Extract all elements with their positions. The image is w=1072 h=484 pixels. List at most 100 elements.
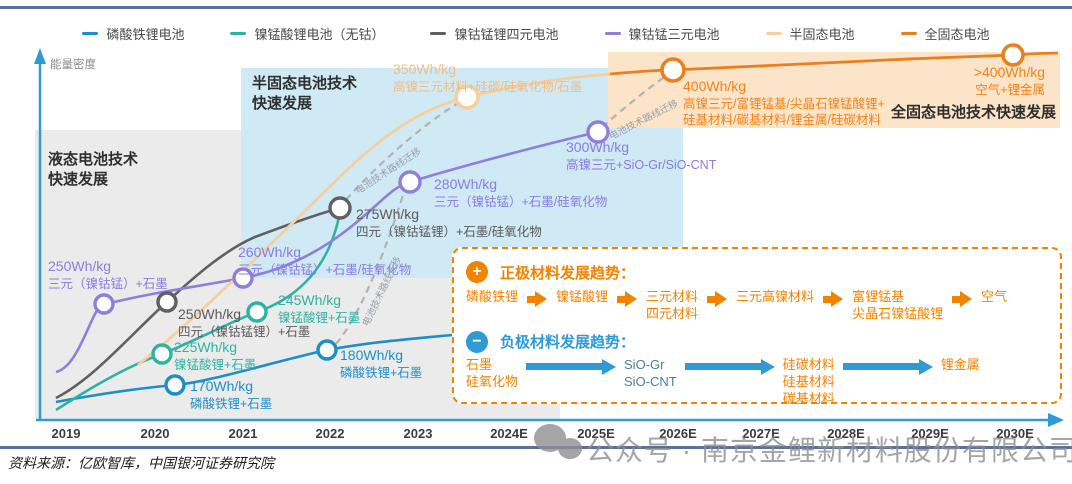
arrow-right-icon [842, 358, 933, 375]
cathode-step: 空气 [981, 289, 1008, 304]
x-tick: 2024E [490, 426, 528, 441]
anode-step: 石墨 硅氧化物 [466, 356, 519, 389]
anode-step: 锂金属 [940, 356, 980, 372]
curve-lfp [55, 333, 453, 404]
milestone-materials: 高镍三元+SiO-Gr/SiO-CNT [566, 157, 717, 172]
anode-trend-chain: 石墨 硅氧化物 SiO-Gr SiO-CNT 硅碳材料 硅基材料 碳基材料 锂金… [466, 357, 1052, 408]
milestone-materials: 磷酸铁锂+石墨 [190, 396, 273, 411]
milestone-label-180: 180Wh/kg 磷酸铁锂+石墨 [340, 347, 422, 381]
cathode-step: 镍锰酸锂 [556, 289, 609, 304]
cathode-step: 富锂锰基 尖晶石镍锰酸锂 [852, 289, 944, 321]
x-tick: 2022 [315, 426, 345, 441]
arrow-right-icon [952, 291, 973, 307]
phase-title-all-solid: 全固态电池技术快速发展 [890, 104, 1056, 121]
y-axis-arrow-icon [34, 48, 46, 64]
x-tick: 2029E [911, 426, 949, 441]
x-tick: 2028E [827, 426, 865, 441]
milestone-materials: 四元（镍钴锰锂）+石墨 [178, 324, 311, 339]
curve-semi-solid [137, 72, 611, 367]
material-trend-panel: + 正极材料发展趋势： 磷酸铁锂 镍锰酸锂 三元材料 四元材料 三元高镍材料 富… [452, 247, 1062, 406]
plus-icon: + [466, 261, 488, 283]
milestone-materials: 四元（镍钴锰锂）+石墨/硅氧化物 [356, 224, 542, 239]
watermark-text: 公众号 · 南京金鲤新材料股份有限公司 [586, 435, 1072, 466]
marker-250-ncm [93, 293, 115, 315]
anode-step: SiO-Gr SiO-CNT [624, 356, 677, 389]
arrow-right-icon [526, 358, 617, 375]
migration-dashed-line-1 [335, 191, 406, 345]
cathode-trend-header: + 正极材料发展趋势： [466, 261, 1052, 283]
legend-label: 镍锰酸锂电池（无钴） [254, 27, 385, 42]
legend-item-semisolid: 半固态电池 [765, 24, 855, 43]
milestone-label-170: 170Wh/kg 磷酸铁锂+石墨 [190, 378, 272, 412]
x-tick: 2025E [577, 426, 615, 441]
marker-400 [660, 57, 686, 83]
milestone-value: 300Wh/kg [566, 139, 630, 155]
legend-label: 镍钴锰锂四元电池 [454, 27, 559, 42]
milestone-label-400: 400Wh/kg 高镍三元/富锂锰基/尖晶石镍锰酸锂+ 硅基材料/碳基材料/锂金… [683, 78, 885, 128]
milestone-label-400plus: >400Wh/kg 空气+锂金属 [974, 64, 1045, 98]
curve-quaternary [55, 206, 341, 400]
arrow-right-icon [823, 291, 844, 307]
legend-swatch-semisolid [765, 32, 782, 35]
cathode-trend-title: 正极材料发展趋势： [500, 264, 636, 282]
milestone-value: >400Wh/kg [973, 64, 1045, 80]
cathode-step: 三元高镍材料 [736, 289, 815, 304]
marker-350 [454, 84, 480, 110]
source-note: 资料来源：亿欧智库，中国银河证券研究院 [8, 457, 274, 472]
legend-swatch-lnmo [230, 32, 247, 35]
milestone-label-350: 350Wh/kg 高镍三元材料+硅碳/硅氧化物/石墨 [393, 61, 582, 95]
milestone-value: 400Wh/kg [683, 78, 747, 94]
legend-label: 全固态电池 [924, 27, 990, 42]
milestone-label-275: 275Wh/kg 四元（镍钴锰锂）+石墨/硅氧化物 [356, 206, 542, 240]
milestone-value: 275Wh/kg [356, 206, 420, 222]
milestone-value: 245Wh/kg [278, 292, 342, 308]
legend-item-allsolid: 全固态电池 [900, 24, 990, 43]
y-axis-label: 能量密度 [50, 59, 96, 71]
minus-icon: − [466, 330, 488, 353]
marker-400plus [1001, 43, 1025, 67]
milestone-value: 350Wh/kg [393, 61, 457, 77]
milestone-value: 250Wh/kg [178, 306, 242, 322]
milestone-value: 225Wh/kg [174, 339, 238, 355]
legend-label: 镍钴锰三元电池 [628, 27, 720, 42]
anode-step: 硅碳材料 硅基材料 碳基材料 [782, 356, 835, 406]
milestone-materials: 磷酸铁锂+石墨 [340, 365, 423, 380]
milestone-value: 250Wh/kg [48, 258, 112, 274]
legend-item-quaternary: 镍钴锰锂四元电池 [430, 24, 559, 43]
marker-180 [316, 339, 338, 361]
milestone-materials: 三元（镍钴锰）+石墨 [48, 276, 168, 291]
x-tick: 2030E [996, 426, 1034, 441]
milestone-label-280: 280Wh/kg 三元（镍钴锰）+石墨/硅氧化物 [434, 176, 607, 210]
arrow-right-icon [527, 291, 548, 307]
migration-dashed-line-2 [345, 101, 461, 201]
x-tick: 2026E [659, 426, 697, 441]
milestone-label-250-ncm: 250Wh/kg 三元（镍钴锰）+石墨 [48, 258, 168, 292]
arrow-right-icon [707, 291, 728, 307]
cathode-step: 三元材料 四元材料 [646, 289, 699, 321]
cathode-step: 磷酸铁锂 [466, 289, 519, 304]
x-tick: 2019 [51, 426, 81, 441]
legend-swatch-allsolid [900, 32, 917, 35]
legend-swatch-quaternary [430, 32, 447, 35]
milestone-materials: 空气+锂金属 [975, 82, 1045, 97]
legend-swatch-lfp [82, 32, 99, 35]
legend-label: 磷酸铁锂电池 [106, 27, 185, 42]
milestone-value: 260Wh/kg [238, 244, 302, 260]
legend-item-lfp: 磷酸铁锂电池 [82, 24, 184, 43]
marker-170 [164, 374, 186, 396]
milestone-label-260: 260Wh/kg 三元（镍钴锰）+石墨/硅氧化物 [238, 244, 411, 278]
marker-245 [246, 301, 268, 323]
x-axis-arrow-icon [1048, 413, 1064, 427]
milestone-value: 170Wh/kg [190, 378, 254, 394]
marker-250-quaternary [156, 291, 178, 313]
marker-225 [151, 343, 173, 365]
milestone-label-245: 245Wh/kg 镍锰酸锂+石墨 [278, 292, 360, 326]
bottom-divider [0, 446, 1072, 449]
phase-title-liquid: 液态电池技术 快速发展 [48, 151, 139, 189]
marker-260 [232, 267, 254, 289]
x-tick: 2027E [742, 426, 780, 441]
curve-ncm [55, 130, 599, 374]
milestone-materials: 镍锰酸锂+石墨 [278, 310, 361, 325]
marker-275 [328, 196, 352, 220]
